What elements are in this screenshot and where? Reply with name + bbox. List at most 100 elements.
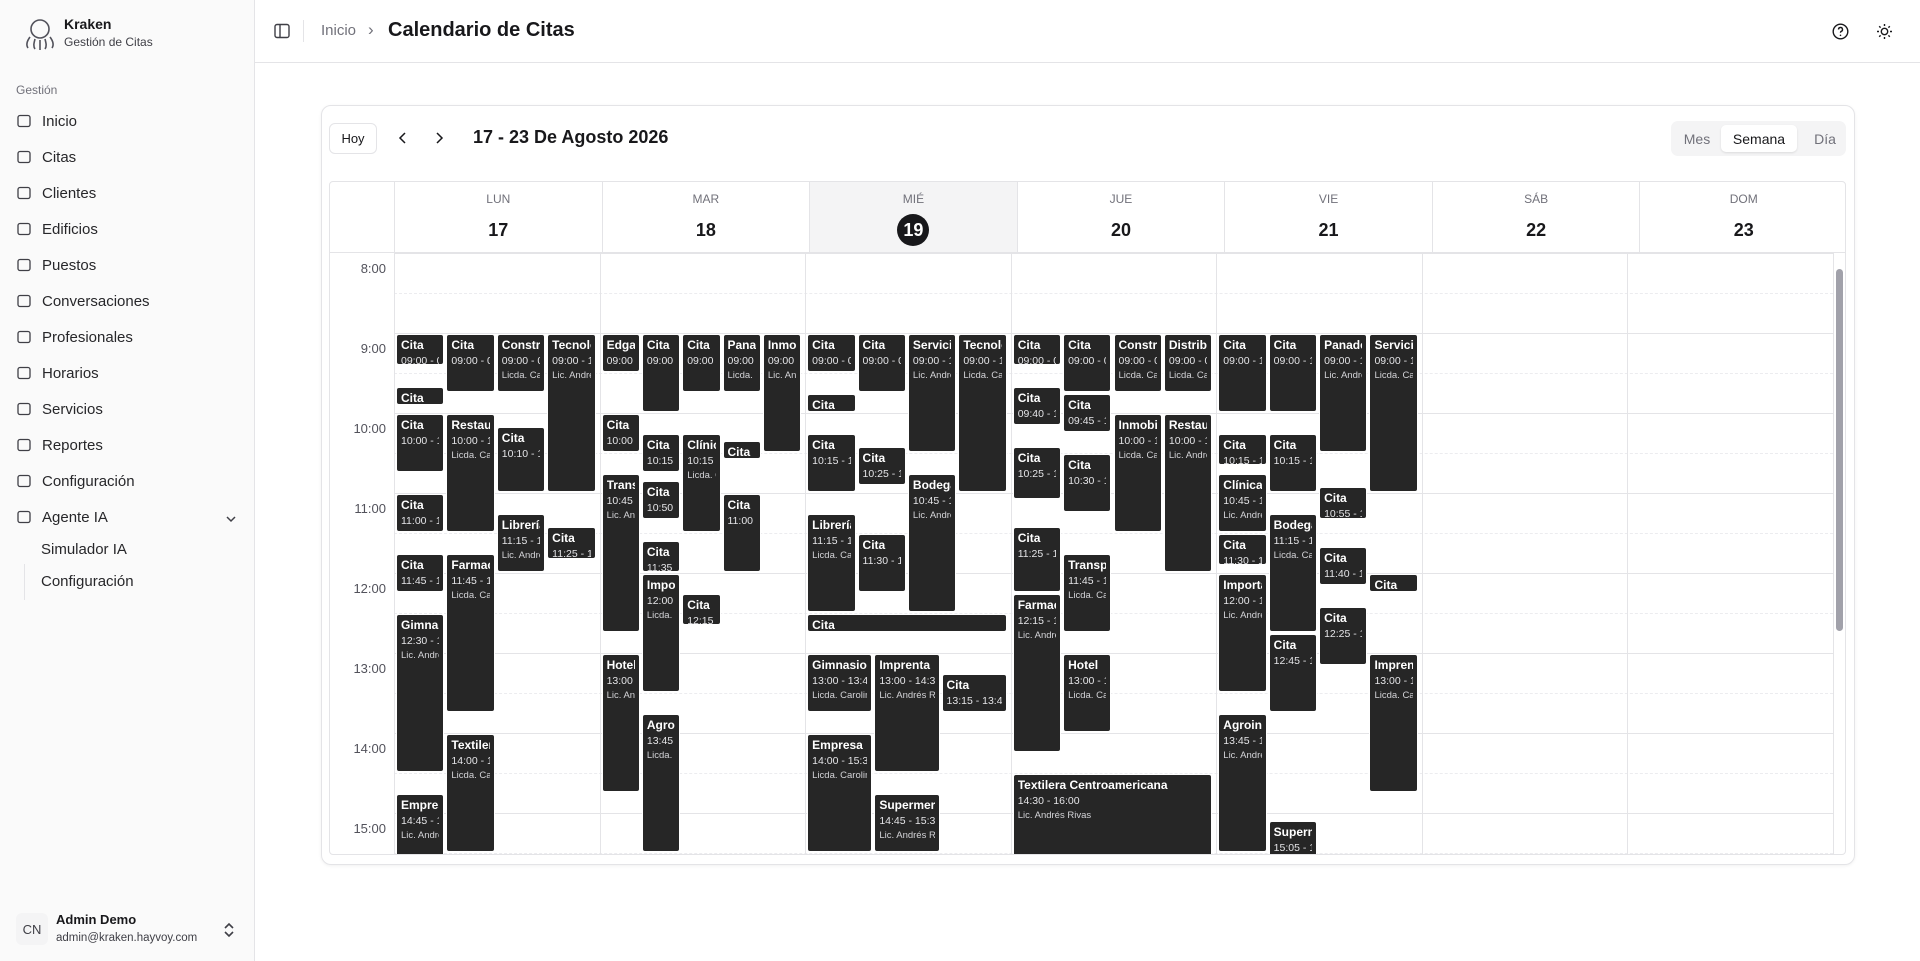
event[interactable]: Cita 09:00 - 10:00	[1268, 334, 1318, 412]
next-button[interactable]	[432, 131, 446, 145]
event[interactable]: Cita 09:00 - 09:30	[807, 334, 856, 372]
event[interactable]: Textilera 14:00 - 15:30 Licda. Carolina	[446, 734, 495, 852]
theme-button[interactable]	[1876, 23, 1893, 40]
event[interactable]: Librería 11:15 - 12:30 Licda. Carolina	[807, 514, 856, 612]
breadcrumb-link[interactable]: Inicio	[321, 22, 357, 39]
event[interactable]: Cita 11:00 - 11:30	[396, 494, 445, 532]
event[interactable]: Cita 12:45 - 13:45	[1268, 634, 1318, 712]
event[interactable]: Cita 12:15 - 12:40	[682, 594, 721, 626]
user-menu[interactable]: CN Admin Demo admin@kraken.hayvoy.com	[0, 900, 254, 961]
nav-item[interactable]: Inicio	[16, 107, 77, 135]
event[interactable]: Inmobiliaria 10:00 - 11:30 Licda. Carolina	[1113, 414, 1162, 532]
event[interactable]: Cita 11:40 - 12:10	[1319, 547, 1368, 586]
event[interactable]: Cita 10:15 - 11:00	[807, 434, 856, 492]
event[interactable]: Cita 09:40 - 10:10	[1012, 387, 1062, 426]
view-option[interactable]: Semana	[1721, 125, 1797, 152]
event[interactable]: Panadería 09:00 - 09:45 Licda. Carolina	[722, 334, 761, 392]
subnav-item[interactable]: Configuración	[41, 573, 134, 590]
event[interactable]: Clínica 10:45 - 11:30 Lic. Andrés Rivas	[1218, 474, 1267, 532]
event[interactable]: Gimnasio 13:00 - 13:45 Licda. Carolina	[807, 654, 873, 712]
event[interactable]: Cita 11:25 - 11:50	[547, 527, 596, 559]
event[interactable]: Cita 11:35 - 12:00	[641, 540, 681, 572]
prev-button[interactable]	[396, 131, 410, 145]
event[interactable]: Gimnasio 12:30 - 14:30 Lic. Andrés Rivas	[396, 614, 445, 772]
event[interactable]: Agroindustrias 13:45 - 15:30 Lic. Andrés R…	[1218, 714, 1267, 852]
event[interactable]: Cita 10:15 - 11:00	[1268, 434, 1318, 492]
event[interactable]: Cita 09:00 - 09:45	[1063, 334, 1112, 392]
event[interactable]: Empresa 14:45 - 16:00 Lic. Andrés Rivas	[396, 794, 445, 854]
event[interactable]: Cita 10:55 - 11:20	[1319, 487, 1368, 519]
event[interactable]: Cita 10:10 - 11:00	[496, 427, 546, 492]
event[interactable]: Transportes 10:45 - 12:45 Lic. Andrés Riva…	[601, 474, 640, 632]
event[interactable]: Clínica 10:15 - 11:30 Licda. Carolina	[682, 434, 721, 532]
event[interactable]: Imprenta 13:00 - 14:45 Licda. Carolina	[1369, 654, 1418, 792]
help-button[interactable]	[1832, 23, 1849, 40]
view-option[interactable]: Mes	[1683, 130, 1711, 147]
event[interactable]: Cita 11:30 - 12:15	[857, 534, 906, 592]
event[interactable]: Supermercado 15:05 - 16:00	[1268, 820, 1318, 854]
view-option[interactable]: Día	[1814, 130, 1836, 147]
event[interactable]: Cita 10:25 - 10:55	[857, 447, 906, 486]
event[interactable]: Imprenta 13:00 - 14:30 Lic. Andrés Rivas	[874, 654, 940, 772]
event[interactable]: Inmobiliaria 09:00 - 10:30 Lic. Andrés Riv…	[762, 334, 802, 452]
event[interactable]: Cita 09:00 - 09:45	[446, 334, 495, 392]
event[interactable]: Servicios 09:00 - 11:00 Licda. Carolina	[1369, 334, 1418, 492]
event[interactable]: Tecnología 09:00 - 11:00 Licda. Carolina	[958, 334, 1007, 492]
event[interactable]: Importadora 12:00 - 13:30 Licda. Carolina	[641, 574, 681, 692]
sidebar-toggle[interactable]	[274, 23, 290, 39]
event[interactable]: Supermercado 14:45 - 15:30 Lic. Andrés Riv…	[874, 794, 940, 852]
event[interactable]: Cita 11:45 - 12:15	[396, 554, 445, 592]
nav-item[interactable]: Servicios	[16, 395, 103, 423]
event[interactable]: Cita 11:25 - 12:15	[1012, 527, 1062, 592]
event[interactable]: Cita 09:00 - 09:25	[1012, 334, 1062, 366]
nav-item[interactable]: Configuración	[16, 467, 135, 495]
event[interactable]: Hotel 13:00 - 14:00 Licda. Carolina	[1063, 654, 1112, 732]
event[interactable]: Cita 10:15 - 10:40	[1218, 434, 1267, 466]
event[interactable]: Bodega 11:15 - 12:45 Licda. Carolina	[1268, 514, 1318, 632]
nav-item[interactable]: Horarios	[16, 359, 99, 387]
event[interactable]: Tecnología 09:00 - 11:00 Lic. Andrés Rivas	[547, 334, 596, 492]
event[interactable]: Cita 11:00 - 12:00	[722, 494, 761, 572]
event[interactable]: Restaurante 10:00 - 11:30 Licda. Carolina	[446, 414, 495, 532]
event[interactable]: Cita 11:30 - 11:55	[1218, 534, 1267, 566]
event[interactable]: Cita 13:15 - 13:45	[941, 674, 1007, 712]
event[interactable]: Cita 10:30 - 11:15	[1063, 454, 1112, 512]
event[interactable]: Farmacia 11:45 - 13:45 Licda. Carolina	[446, 554, 495, 712]
event[interactable]: Servicios 09:00 - 10:30 Lic. Andrés Rivas	[907, 334, 957, 452]
event[interactable]: Cita 10:50 - 11:20	[641, 480, 681, 519]
nav-item[interactable]: Profesionales	[16, 323, 133, 351]
event[interactable]: Farmacia 12:15 - 14:15 Lic. Andrés Rivas	[1012, 594, 1062, 752]
event[interactable]: Cita 09:00 - 09:25	[396, 334, 445, 366]
event[interactable]: Textilera Centroamericana 14:30 - 16:00 Li…	[1012, 774, 1213, 854]
event[interactable]: Empresa 14:00 - 15:30 Licda. Carolina	[807, 734, 873, 852]
nav-item[interactable]: Clientes	[16, 179, 96, 207]
subnav-item[interactable]: Simulador IA	[41, 541, 127, 558]
event[interactable]: Edgar 09:00 - 09:30	[601, 334, 640, 372]
event[interactable]: Cita 09:00 - 09:45	[857, 334, 906, 392]
nav-item[interactable]: Citas	[16, 143, 76, 171]
event[interactable]: Cita 09:00 - 09:45	[682, 334, 721, 392]
nav-item[interactable]: Agente IA	[16, 503, 108, 531]
event[interactable]: Agroindustrias 13:45 - 15:30 Licda. Caroli…	[641, 714, 681, 852]
event[interactable]: Distribuidora 09:00 - 09:45 Licda. Carolin…	[1163, 334, 1213, 392]
event[interactable]: Cita 10:00 - 10:45	[396, 414, 445, 472]
event[interactable]: Constructora 09:00 - 09:45 Licda. Carolina	[496, 334, 546, 392]
nav-item[interactable]: Reportes	[16, 431, 103, 459]
event[interactable]: Cita 09:00 - 10:00	[1218, 334, 1267, 412]
nav-item[interactable]: Puestos	[16, 251, 96, 279]
event[interactable]: Hotel 13:00 - 14:45 Lic. Andrés Rivas	[601, 654, 640, 792]
event[interactable]: Cita 10:00 - 10:30	[601, 414, 640, 452]
event[interactable]: Cita 10:25 - 11:05	[1012, 447, 1062, 499]
event[interactable]: Restaurante 10:00 - 12:00 Lic. Andrés Riva…	[1163, 414, 1213, 572]
nav-item[interactable]: Edificios	[16, 215, 98, 243]
event[interactable]: Transportes 11:45 - 12:45 Licda. Carolina	[1063, 554, 1112, 632]
event[interactable]: Importadora 12:00 - 13:30 Lic. Andrés Riva…	[1218, 574, 1267, 692]
event[interactable]: Cita 12:25 - 13:10	[1319, 607, 1368, 666]
event[interactable]: Librería 11:15 - 12:00 Lic. Andrés Rivas	[496, 514, 546, 572]
event[interactable]: Cita 09:00 - 10:00	[641, 334, 681, 412]
